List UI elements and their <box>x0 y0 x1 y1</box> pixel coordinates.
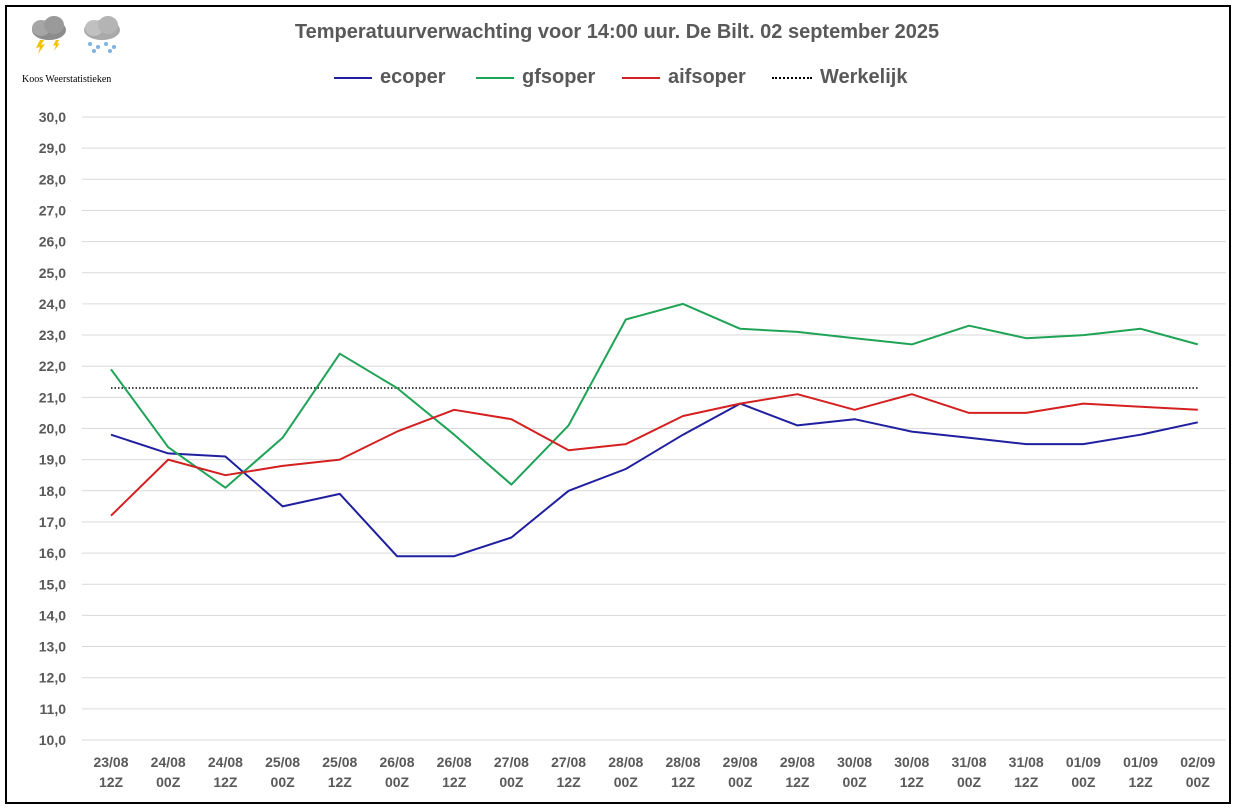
x-tick-label-date: 25/08 <box>265 754 300 770</box>
legend-swatch-ecoper <box>334 76 372 79</box>
y-tick-label: 24,0 <box>39 296 66 312</box>
series-line-ecoper <box>110 402 1199 558</box>
x-tick-label-run: 00Z <box>957 774 982 790</box>
x-tick-label-date: 24/08 <box>151 754 186 770</box>
x-tick-label-date: 28/08 <box>608 754 643 770</box>
y-tick-label: 23,0 <box>39 327 66 343</box>
x-tick-label-date: 24/08 <box>208 754 243 770</box>
chart-legend: ecoper gfsoper aifsoper Werkelijk <box>0 66 1234 92</box>
x-tick-label-run: 12Z <box>1014 774 1039 790</box>
x-tick-label-date: 30/08 <box>894 754 929 770</box>
series-line-aifsoper <box>110 393 1198 517</box>
legend-swatch-werkelijk <box>772 76 812 79</box>
x-tick-label-date: 27/08 <box>551 754 586 770</box>
x-tick-label-run: 00Z <box>728 774 753 790</box>
x-tick-label-run: 00Z <box>499 774 524 790</box>
x-tick-label-run: 00Z <box>385 774 410 790</box>
y-tick-label: 20,0 <box>39 421 66 437</box>
y-tick-label: 25,0 <box>39 265 66 281</box>
y-tick-label: 15,0 <box>39 576 66 592</box>
y-tick-label: 19,0 <box>39 452 66 468</box>
legend-label-ecoper: ecoper <box>380 66 446 88</box>
x-tick-label-date: 29/08 <box>780 754 815 770</box>
x-tick-label-run: 12Z <box>328 774 353 790</box>
x-tick-label-run: 12Z <box>442 774 467 790</box>
x-tick-label-date: 26/08 <box>437 754 472 770</box>
x-tick-label-run: 00Z <box>614 774 639 790</box>
x-tick-label-run: 12Z <box>671 774 696 790</box>
legend-item-gfsoper: gfsoper <box>476 66 595 89</box>
legend-item-ecoper: ecoper <box>334 66 446 89</box>
chart-frame <box>5 5 1231 804</box>
x-tick-label-run: 12Z <box>99 774 124 790</box>
x-tick-label-run: 12Z <box>1129 774 1154 790</box>
x-tick-label-date: 26/08 <box>379 754 414 770</box>
legend-label-werkelijk: Werkelijk <box>820 66 908 88</box>
x-tick-label-date: 29/08 <box>723 754 758 770</box>
y-tick-label: 18,0 <box>39 483 66 499</box>
x-tick-label-date: 01/09 <box>1066 754 1101 770</box>
x-tick-label-date: 28/08 <box>665 754 700 770</box>
y-tick-label: 22,0 <box>39 358 66 374</box>
x-tick-label-run: 12Z <box>900 774 925 790</box>
x-tick-label-date: 25/08 <box>322 754 357 770</box>
y-tick-label: 21,0 <box>39 389 66 405</box>
x-tick-label-run: 12Z <box>557 774 582 790</box>
y-tick-label: 13,0 <box>39 639 66 655</box>
y-tick-label: 16,0 <box>39 545 66 561</box>
attribution-text: Koos Weerstatistieken <box>22 74 112 85</box>
legend-item-aifsoper: aifsoper <box>622 66 746 89</box>
x-tick-label-run: 00Z <box>843 774 868 790</box>
chart-title: Temperatuurverwachting voor 14:00 uur. D… <box>294 21 940 43</box>
y-tick-label: 27,0 <box>39 202 66 218</box>
snow-cloud-icon <box>84 16 120 53</box>
x-tick-label-run: 12Z <box>785 774 810 790</box>
y-tick-label: 11,0 <box>40 701 67 717</box>
legend-item-werkelijk: Werkelijk <box>772 66 907 89</box>
series-line-gfsoper <box>110 302 1199 489</box>
x-tick-label-date: 02/09 <box>1180 754 1215 770</box>
thunderstorm-cloud-icon <box>32 16 66 54</box>
x-tick-label-date: 27/08 <box>494 754 529 770</box>
legend-label-aifsoper: aifsoper <box>668 66 746 88</box>
y-tick-label: 29,0 <box>39 140 66 156</box>
x-tick-label-run: 00Z <box>1186 774 1211 790</box>
x-tick-label-run: 12Z <box>213 774 238 790</box>
y-tick-label: 26,0 <box>39 234 66 250</box>
x-tick-label-date: 01/09 <box>1123 754 1158 770</box>
y-tick-label: 17,0 <box>39 514 66 530</box>
x-tick-label-run: 00Z <box>156 774 181 790</box>
x-tick-label-date: 23/08 <box>93 754 128 770</box>
y-tick-label: 10,0 <box>39 732 66 748</box>
x-tick-label-date: 31/08 <box>1009 754 1044 770</box>
x-tick-label-date: 30/08 <box>837 754 872 770</box>
y-tick-label: 28,0 <box>39 171 66 187</box>
legend-swatch-aifsoper <box>622 76 660 79</box>
x-tick-label-run: 00Z <box>271 774 296 790</box>
y-tick-label: 12,0 <box>39 670 66 686</box>
x-tick-label-run: 00Z <box>1071 774 1096 790</box>
y-tick-label: 30,0 <box>39 109 66 125</box>
legend-swatch-gfsoper <box>476 76 514 79</box>
legend-label-gfsoper: gfsoper <box>522 66 596 88</box>
x-tick-label-date: 31/08 <box>951 754 986 770</box>
y-tick-label: 14,0 <box>39 607 66 623</box>
